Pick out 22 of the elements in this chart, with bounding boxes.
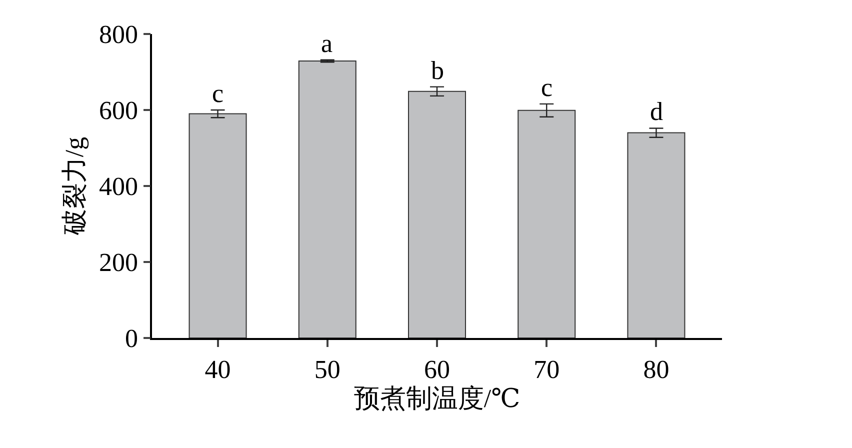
x-tick-label: 60 xyxy=(424,354,450,384)
x-tick-label: 80 xyxy=(643,354,670,384)
annotation: d xyxy=(650,97,663,126)
x-axis-title: 预煮制温度/℃ xyxy=(354,384,520,414)
annotation: b xyxy=(431,56,444,85)
y-tick-label: 400 xyxy=(99,172,138,202)
y-axis-title: 破裂力/g xyxy=(60,136,89,236)
y-tick-label: 800 xyxy=(99,20,138,50)
bar xyxy=(298,60,356,338)
x-tick-label: 70 xyxy=(534,354,560,384)
bar xyxy=(627,132,686,338)
y-tick-label: 200 xyxy=(99,248,138,278)
annotation: a xyxy=(321,29,333,58)
bar xyxy=(188,113,247,338)
x-tick-label: 50 xyxy=(314,354,340,384)
y-tick-label: 600 xyxy=(99,96,138,126)
bar xyxy=(518,110,576,338)
x-tick-label: 40 xyxy=(204,354,231,384)
y-tick-label: 0 xyxy=(125,324,138,354)
annotation: c xyxy=(541,73,553,102)
bar xyxy=(408,90,466,338)
annotation: c xyxy=(212,79,224,108)
